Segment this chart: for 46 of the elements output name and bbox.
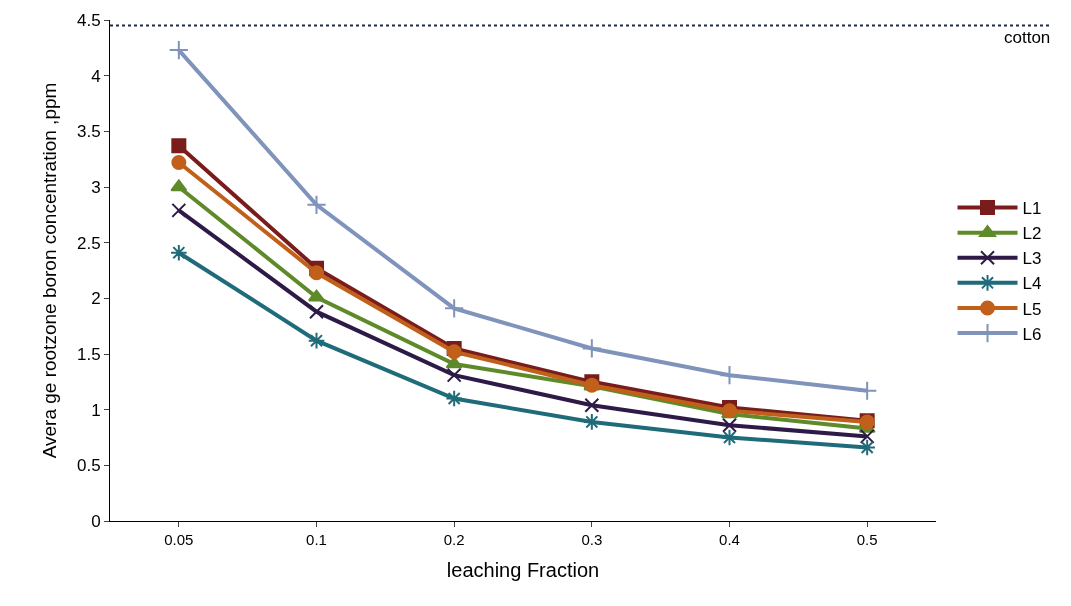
legend-label: L4 (1022, 274, 1042, 294)
point (309, 304, 324, 320)
ref-line-label: cotton (1004, 28, 1051, 47)
y-tick-label: 3.5 (76, 122, 101, 142)
point (445, 389, 463, 408)
point (445, 356, 463, 369)
point (584, 397, 600, 413)
y-tick-label: 3 (91, 177, 101, 197)
x-tick-label: 0.4 (719, 531, 740, 548)
y-tick-label: 4.5 (76, 10, 101, 30)
y-tick-label: 4 (91, 66, 101, 86)
point (170, 179, 188, 192)
x-tick-label: 0.05 (164, 531, 194, 548)
point (171, 155, 187, 170)
point (722, 417, 737, 433)
y-tick-label: 0.5 (76, 456, 101, 476)
x-axis-title: leaching Fraction (446, 558, 600, 581)
point (307, 331, 326, 350)
y-tick-label: 2.5 (76, 233, 101, 253)
point (581, 338, 602, 359)
y-tick-label: 0 (91, 511, 101, 531)
point (171, 202, 187, 218)
x-tick-label: 0.1 (306, 531, 327, 548)
y-axis-title: Avera ge rootzone boron concentration ,ppm (38, 82, 60, 459)
point (446, 344, 462, 360)
legend-label: L1 (1022, 199, 1042, 219)
legend-label: L2 (1022, 224, 1042, 244)
y-tick-label: 1.5 (76, 344, 101, 364)
legend-label: L5 (1022, 299, 1042, 319)
point (857, 380, 878, 401)
point (168, 39, 189, 61)
y-tick-label: 1 (91, 400, 101, 420)
point (444, 298, 465, 319)
legend-label: L3 (1022, 249, 1042, 269)
y-tick-label: 2 (91, 289, 101, 309)
point (306, 194, 327, 215)
point (719, 365, 740, 386)
point (171, 138, 187, 154)
point (170, 243, 188, 262)
legend-label: L6 (1022, 324, 1042, 344)
x-tick-label: 0.3 (581, 531, 603, 548)
point (446, 367, 462, 383)
point (309, 265, 324, 281)
x-tick-label: 0.2 (443, 531, 465, 548)
point (859, 428, 875, 444)
x-tick-label: 0.5 (856, 531, 878, 548)
